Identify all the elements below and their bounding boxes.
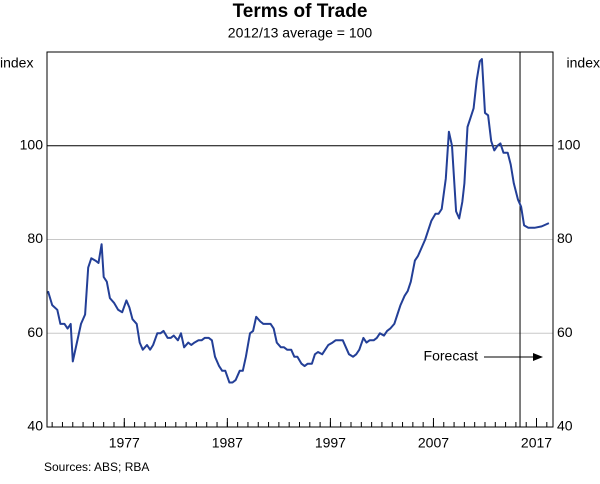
- plot-frame: [46, 51, 554, 428]
- chart-title: Terms of Trade: [233, 1, 368, 22]
- forecast-label: Forecast: [424, 348, 479, 364]
- x-tick-label: 2007: [418, 435, 449, 451]
- y2-tick-label: 60: [557, 324, 573, 340]
- y-tick-label: 40: [27, 418, 43, 434]
- x-tick-label: 1987: [212, 435, 243, 451]
- y-tick-label: 100: [20, 136, 44, 152]
- y2-tick-label: 80: [557, 230, 573, 246]
- forecast-arrow-head: [533, 353, 543, 361]
- x-tick-label: 1997: [315, 435, 346, 451]
- y2-axis-label: index: [567, 55, 600, 71]
- y-tick-label: 80: [27, 230, 43, 246]
- x-tick-label: 2017: [521, 435, 552, 451]
- y-tick-label: 60: [27, 324, 43, 340]
- series-line: [47, 58, 550, 384]
- x-tick-label: 1977: [109, 435, 140, 451]
- chart-subtitle: 2012/13 average = 100: [228, 25, 373, 41]
- y-axis-label: index: [0, 55, 33, 71]
- y2-tick-label: 40: [557, 418, 573, 434]
- source-note: Sources: ABS; RBA: [44, 460, 149, 474]
- y2-tick-label: 100: [557, 136, 581, 152]
